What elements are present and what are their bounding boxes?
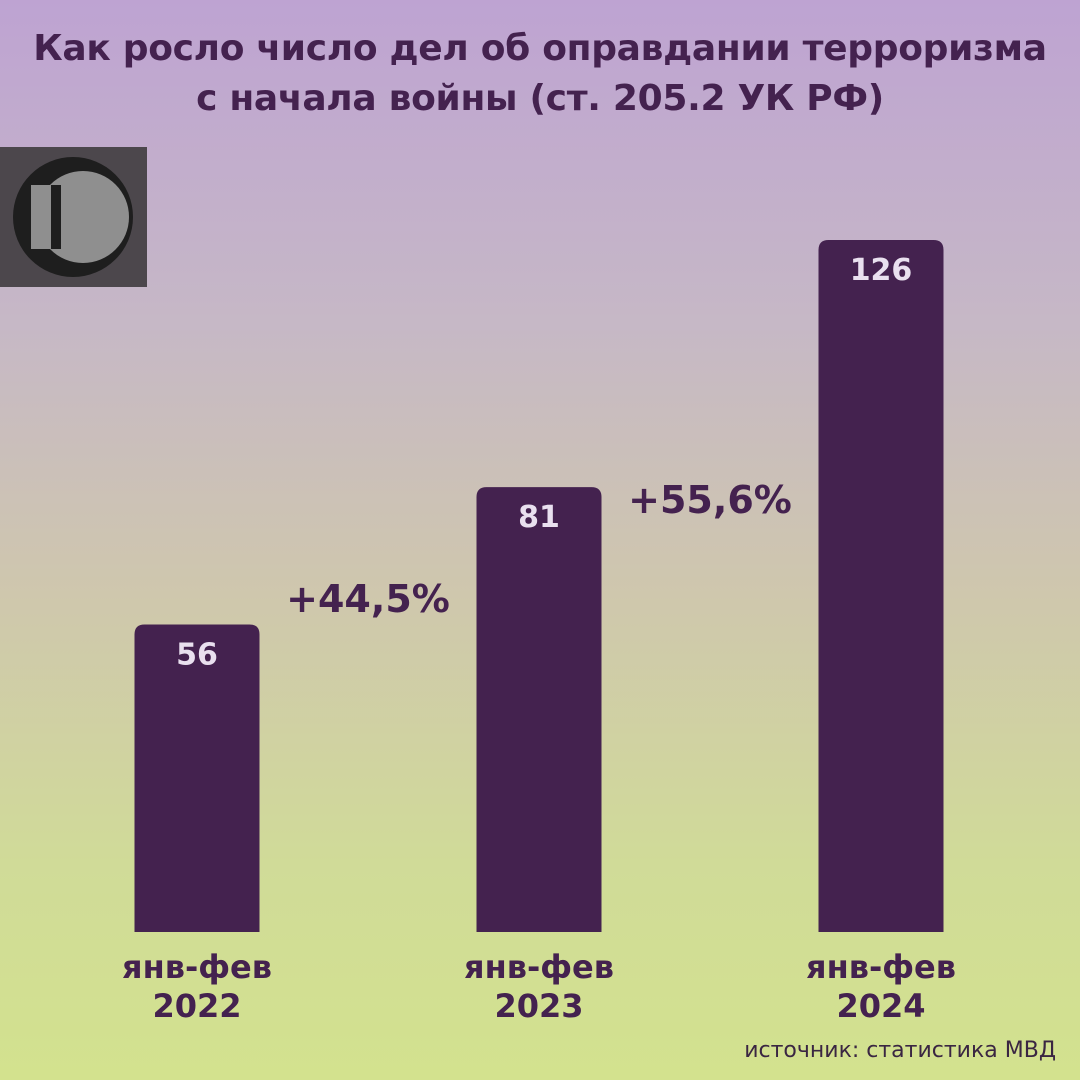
bar-2 [818,240,944,932]
data-label-2: 126 [850,253,913,288]
chart-title: Как росло число дел об оправдании террор… [20,24,1060,124]
bar-1 [476,487,602,932]
x-tick-label-line1-1: янв-фев [464,948,614,986]
10-logo-icon [13,157,133,277]
growth-annotation-0: +44,5% [286,577,450,621]
x-tick-label-line1-0: янв-фев [122,948,272,986]
x-tick-label-line2-1: 2023 [494,987,583,1025]
bar-0 [134,624,260,932]
growth-annotation-1: +55,6% [628,478,792,522]
x-tick-label-line2-2: 2024 [836,987,925,1025]
chart-title-line-2: с начала войны (ст. 205.2 УК РФ) [196,78,884,119]
chart-title-line-1: Как росло число дел об оправдании террор… [33,28,1047,69]
data-label-0: 56 [176,637,218,672]
x-tick-label-line1-2: янв-фев [806,948,956,986]
x-tick-label-line2-0: 2022 [152,987,241,1025]
source-note: источник: статистика МВД [744,1038,1056,1063]
data-label-1: 81 [518,500,560,535]
logo [0,147,147,287]
